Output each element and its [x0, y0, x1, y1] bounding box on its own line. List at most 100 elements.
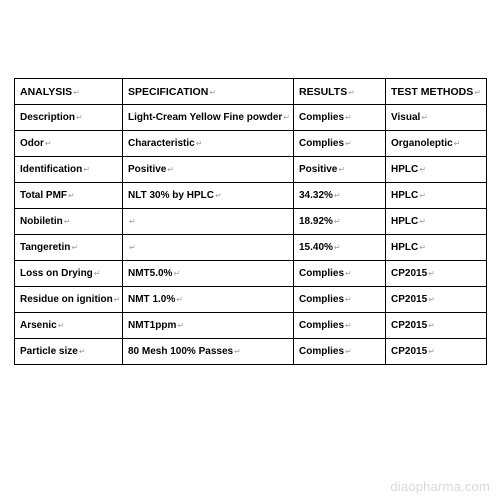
para-marker-icon: ↵ — [453, 139, 461, 148]
cell-analysis: Tangeretin↵ — [15, 235, 123, 261]
table-row: Description↵ Light-Cream Yellow Fine pow… — [15, 105, 487, 131]
para-marker-icon: ↵ — [344, 113, 352, 122]
para-marker-icon: ↵ — [473, 88, 481, 97]
cell-specification: NLT 30% by HPLC↵ — [123, 183, 294, 209]
para-marker-icon: ↵ — [344, 347, 352, 356]
cell-methods: HPLC↵ — [386, 209, 487, 235]
cell-analysis: Particle size↵ — [15, 339, 123, 365]
col-results: RESULTS↵ — [294, 79, 386, 105]
para-marker-icon: ↵ — [333, 191, 341, 200]
cell-analysis: Odor↵ — [15, 131, 123, 157]
para-marker-icon: ↵ — [344, 321, 352, 330]
para-marker-icon: ↵ — [57, 321, 65, 330]
para-marker-icon: ↵ — [93, 269, 101, 278]
cell-methods: HPLC↵ — [386, 157, 487, 183]
para-marker-icon: ↵ — [427, 269, 435, 278]
cell-results: 34.32%↵ — [294, 183, 386, 209]
cell-methods: Organoleptic↵ — [386, 131, 487, 157]
para-marker-icon: ↵ — [214, 191, 222, 200]
cell-specification: ↵ — [123, 235, 294, 261]
para-marker-icon: ↵ — [418, 243, 426, 252]
cell-specification: Light-Cream Yellow Fine powder↵ — [123, 105, 294, 131]
cell-results: Positive↵ — [294, 157, 386, 183]
cell-methods: HPLC↵ — [386, 183, 487, 209]
para-marker-icon: ↵ — [82, 165, 90, 174]
para-marker-icon: ↵ — [427, 347, 435, 356]
analysis-table: ANALYSIS↵ SPECIFICATION↵ RESULTS↵ TEST M… — [14, 78, 487, 365]
cell-methods: CP2015↵ — [386, 287, 487, 313]
cell-results: Complies↵ — [294, 339, 386, 365]
para-marker-icon: ↵ — [427, 295, 435, 304]
para-marker-icon: ↵ — [418, 165, 426, 174]
cell-analysis: Identification↵ — [15, 157, 123, 183]
cell-results: Complies↵ — [294, 105, 386, 131]
para-marker-icon: ↵ — [333, 243, 341, 252]
cell-results: Complies↵ — [294, 313, 386, 339]
cell-methods: Visual↵ — [386, 105, 487, 131]
table-row: Particle size↵ 80 Mesh 100% Passes↵ Comp… — [15, 339, 487, 365]
cell-analysis: Loss on Drying↵ — [15, 261, 123, 287]
table-row: Nobiletin↵ ↵ 18.92%↵ HPLC↵ — [15, 209, 487, 235]
col-test-methods: TEST METHODS↵ — [386, 79, 487, 105]
col-specification: SPECIFICATION↵ — [123, 79, 294, 105]
cell-results: 18.92%↵ — [294, 209, 386, 235]
para-marker-icon: ↵ — [176, 321, 184, 330]
table-row: Odor↵ Characteristic↵ Complies↵ Organole… — [15, 131, 487, 157]
para-marker-icon: ↵ — [333, 217, 341, 226]
para-marker-icon: ↵ — [113, 295, 121, 304]
para-marker-icon: ↵ — [72, 88, 80, 97]
para-marker-icon: ↵ — [337, 165, 345, 174]
cell-analysis: Description↵ — [15, 105, 123, 131]
para-marker-icon: ↵ — [420, 113, 428, 122]
cell-results: Complies↵ — [294, 261, 386, 287]
para-marker-icon: ↵ — [208, 88, 216, 97]
para-marker-icon: ↵ — [70, 243, 78, 252]
para-marker-icon: ↵ — [166, 165, 174, 174]
cell-specification: NMT1ppm↵ — [123, 313, 294, 339]
para-marker-icon: ↵ — [347, 88, 355, 97]
col-analysis: ANALYSIS↵ — [15, 79, 123, 105]
cell-analysis: Residue on ignition↵ — [15, 287, 123, 313]
para-marker-icon: ↵ — [172, 269, 180, 278]
table-row: Tangeretin↵ ↵ 15.40%↵ HPLC↵ — [15, 235, 487, 261]
cell-analysis: Arsenic↵ — [15, 313, 123, 339]
para-marker-icon: ↵ — [128, 217, 136, 226]
cell-specification: NMT 1.0%↵ — [123, 287, 294, 313]
para-marker-icon: ↵ — [195, 139, 203, 148]
para-marker-icon: ↵ — [63, 217, 71, 226]
para-marker-icon: ↵ — [418, 191, 426, 200]
cell-methods: CP2015↵ — [386, 261, 487, 287]
cell-specification: Positive↵ — [123, 157, 294, 183]
table-row: Loss on Drying↵ NMT5.0%↵ Complies↵ CP201… — [15, 261, 487, 287]
para-marker-icon: ↵ — [344, 269, 352, 278]
para-marker-icon: ↵ — [282, 113, 290, 122]
para-marker-icon: ↵ — [67, 191, 75, 200]
para-marker-icon: ↵ — [427, 321, 435, 330]
para-marker-icon: ↵ — [128, 243, 136, 252]
table-row: Identification↵ Positive↵ Positive↵ HPLC… — [15, 157, 487, 183]
cell-methods: CP2015↵ — [386, 313, 487, 339]
cell-analysis: Nobiletin↵ — [15, 209, 123, 235]
table-row: Total PMF↵ NLT 30% by HPLC↵ 34.32%↵ HPLC… — [15, 183, 487, 209]
cell-results: Complies↵ — [294, 131, 386, 157]
cell-results: 15.40%↵ — [294, 235, 386, 261]
cell-specification: 80 Mesh 100% Passes↵ — [123, 339, 294, 365]
para-marker-icon: ↵ — [78, 347, 86, 356]
table-row: Arsenic↵ NMT1ppm↵ Complies↵ CP2015↵ — [15, 313, 487, 339]
cell-analysis: Total PMF↵ — [15, 183, 123, 209]
cell-specification: NMT5.0%↵ — [123, 261, 294, 287]
para-marker-icon: ↵ — [344, 295, 352, 304]
cell-specification: Characteristic↵ — [123, 131, 294, 157]
analysis-table-container: ANALYSIS↵ SPECIFICATION↵ RESULTS↵ TEST M… — [14, 78, 486, 365]
para-marker-icon: ↵ — [344, 139, 352, 148]
para-marker-icon: ↵ — [75, 113, 83, 122]
cell-specification: ↵ — [123, 209, 294, 235]
watermark-text: diaopharma.com — [390, 479, 490, 494]
table-body: Description↵ Light-Cream Yellow Fine pow… — [15, 105, 487, 365]
para-marker-icon: ↵ — [175, 295, 183, 304]
cell-methods: HPLC↵ — [386, 235, 487, 261]
table-header-row: ANALYSIS↵ SPECIFICATION↵ RESULTS↵ TEST M… — [15, 79, 487, 105]
cell-methods: CP2015↵ — [386, 339, 487, 365]
para-marker-icon: ↵ — [418, 217, 426, 226]
para-marker-icon: ↵ — [44, 139, 52, 148]
